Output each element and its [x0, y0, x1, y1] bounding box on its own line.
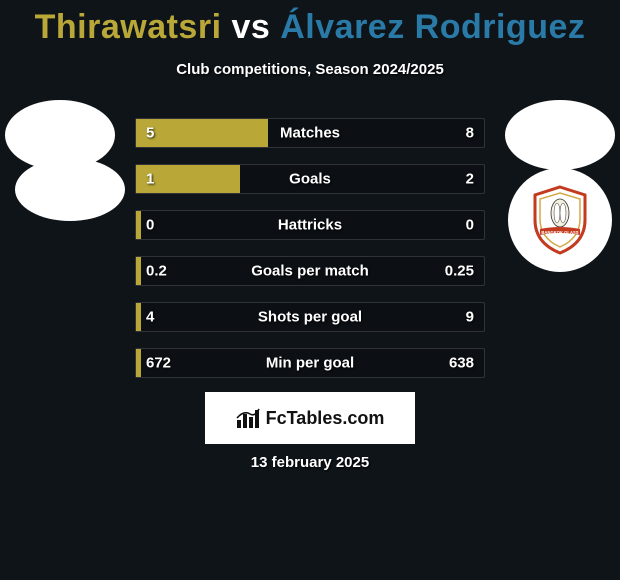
- stat-label: Shots per goal: [136, 309, 484, 326]
- player2-avatar: [505, 100, 615, 170]
- stat-row: 49Shots per goal: [135, 302, 485, 332]
- bar-chart-icon: [236, 408, 260, 428]
- stat-label: Goals: [136, 171, 484, 188]
- stat-row: 12Goals: [135, 164, 485, 194]
- page-title: Thirawatsri vs Álvarez Rodriguez: [0, 0, 620, 47]
- stat-label: Matches: [136, 125, 484, 142]
- subtitle: Club competitions, Season 2024/2025: [0, 61, 620, 78]
- stat-label: Goals per match: [136, 263, 484, 280]
- date-text: 13 february 2025: [0, 454, 620, 471]
- fctables-logo: FcTables.com: [205, 392, 415, 444]
- logo-text: FcTables.com: [266, 408, 385, 429]
- stat-label: Min per goal: [136, 355, 484, 372]
- stat-row: 58Matches: [135, 118, 485, 148]
- stat-row: 672638Min per goal: [135, 348, 485, 378]
- stat-row: 00Hattricks: [135, 210, 485, 240]
- player2-club-logo: BANGKOK GLASS: [508, 168, 612, 272]
- vs-separator: vs: [231, 8, 270, 46]
- shield-banner-text: BANGKOK GLASS: [541, 230, 578, 235]
- stat-row: 0.20.25Goals per match: [135, 256, 485, 286]
- stats-container: 58Matches 12Goals 00Hattricks 0.20.25Goals …: [135, 118, 485, 394]
- player1-name: Thirawatsri: [35, 8, 222, 46]
- player1-club-logo: [15, 158, 125, 221]
- shield-icon: BANGKOK GLASS: [530, 185, 590, 255]
- player2-name: Álvarez Rodriguez: [280, 8, 585, 46]
- stat-label: Hattricks: [136, 217, 484, 234]
